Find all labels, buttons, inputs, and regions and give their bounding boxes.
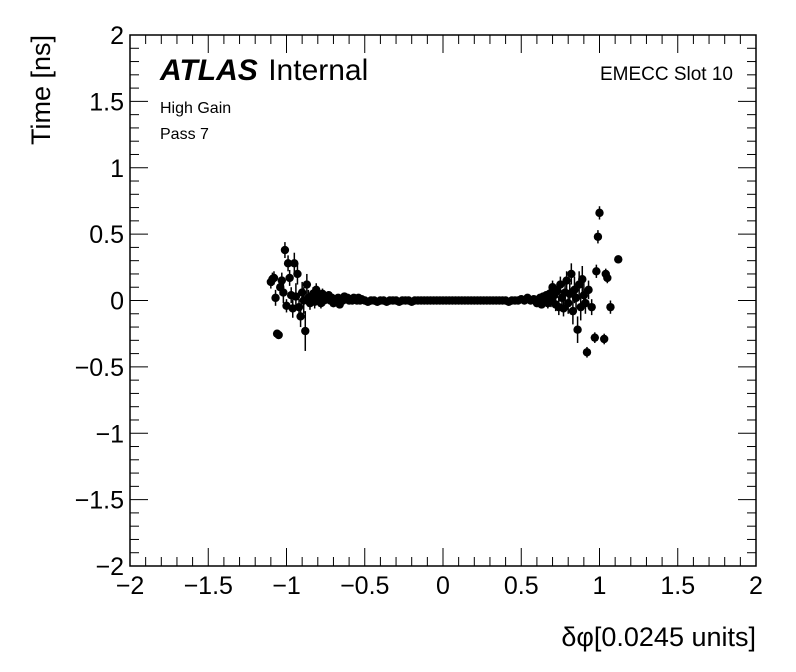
data-point — [590, 333, 600, 342]
x-tick-label: 1.5 — [660, 572, 695, 600]
data-point — [277, 276, 287, 285]
data-point — [283, 259, 293, 268]
data-point — [567, 269, 576, 279]
pass-label: Pass 7 — [160, 126, 209, 143]
data-point — [271, 293, 280, 303]
data-point — [562, 276, 571, 285]
slot-label: EMECC Slot 10 — [600, 64, 733, 85]
x-axis-title: δφ[0.0245 units] — [561, 622, 756, 652]
data-point — [290, 259, 299, 268]
data-point — [564, 298, 573, 308]
data-point — [581, 298, 590, 308]
data-point — [582, 348, 592, 357]
y-tick-label: −1 — [95, 420, 124, 448]
x-tick-label: 0 — [436, 572, 450, 600]
data-point — [301, 326, 310, 336]
y-tick-label: 1.5 — [89, 88, 124, 116]
x-tick-label: 1 — [593, 572, 607, 600]
data-point — [614, 255, 623, 264]
x-tick-label: −1 — [272, 572, 301, 600]
data-point — [568, 306, 578, 316]
y-tick-label: 0.5 — [89, 221, 124, 249]
data-point — [280, 245, 290, 255]
data-point — [296, 312, 305, 321]
y-tick-label: −2 — [95, 553, 124, 581]
atlas-label: ATLAS Internal — [159, 54, 368, 87]
data-point — [556, 280, 565, 289]
x-tick-label: −0.5 — [340, 572, 389, 600]
y-tick-label: 1 — [110, 155, 124, 183]
data-point — [587, 302, 596, 312]
data-point — [291, 292, 301, 301]
data-point — [279, 288, 288, 297]
data-point — [599, 334, 609, 344]
x-tick-label: −1.5 — [184, 572, 233, 600]
y-tick-label: 2 — [110, 22, 124, 50]
data-point — [285, 273, 294, 283]
data-point — [571, 293, 581, 303]
gain-label: High Gain — [160, 100, 231, 117]
data-point — [573, 325, 582, 334]
data-point — [592, 267, 601, 276]
y-tick-label: −1.5 — [75, 487, 124, 515]
data-point — [595, 208, 604, 218]
tick-labels: −2 −1.5 −1 −0.5 0 0.5 1 1.5 2 −2 −1.5 −1 −0.5 0 0.5 1 1.… — [75, 22, 763, 600]
data-point — [288, 304, 297, 313]
x-tick-label: 0.5 — [504, 572, 539, 600]
axis-ticks — [129, 34, 757, 567]
data-point — [269, 273, 279, 283]
data-point — [553, 287, 562, 296]
x-tick-label: −2 — [116, 572, 145, 600]
data-points — [266, 206, 623, 358]
data-point — [603, 273, 612, 283]
y-tick-label: −0.5 — [75, 354, 124, 382]
data-point — [593, 232, 603, 241]
y-axis-title: Time [ns] — [26, 35, 56, 145]
data-point — [578, 275, 587, 284]
data-point — [584, 285, 593, 295]
data-point — [302, 280, 312, 289]
x-tick-label: 2 — [749, 572, 763, 600]
data-point — [274, 330, 283, 340]
y-tick-label: 0 — [110, 288, 124, 316]
data-point — [293, 269, 302, 279]
data-point — [606, 302, 615, 312]
